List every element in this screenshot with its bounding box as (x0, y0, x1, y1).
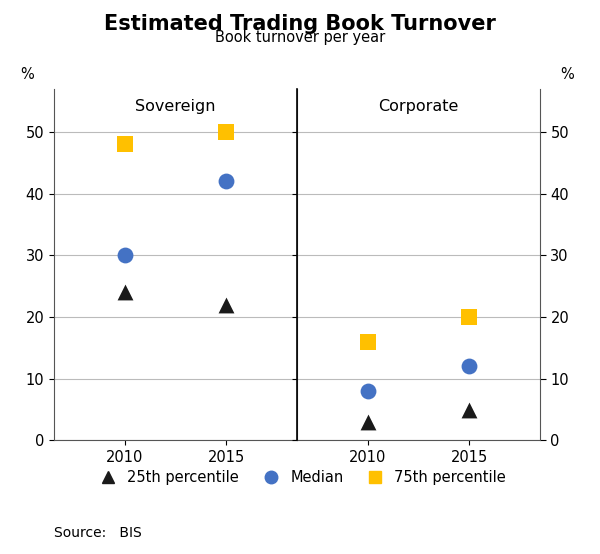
Point (363, 337, 373, 346)
Point (464, 362, 474, 371)
Text: Corporate: Corporate (379, 99, 458, 114)
Point (120, 251, 130, 260)
Point (221, 127, 231, 136)
Text: Book turnover per year: Book turnover per year (215, 30, 385, 45)
Point (120, 288, 130, 297)
Point (221, 300, 231, 309)
Point (221, 177, 231, 186)
Text: Estimated Trading Book Turnover: Estimated Trading Book Turnover (104, 14, 496, 34)
Point (464, 405, 474, 414)
Point (363, 387, 373, 396)
Text: %: % (20, 66, 34, 81)
Text: %: % (560, 66, 574, 81)
Point (363, 418, 373, 427)
Point (120, 140, 130, 148)
Text: Sovereign: Sovereign (135, 99, 216, 114)
Text: Source:   BIS: Source: BIS (54, 526, 142, 540)
Point (464, 312, 474, 321)
Legend: 25th percentile, Median, 75th percentile: 25th percentile, Median, 75th percentile (88, 465, 512, 491)
